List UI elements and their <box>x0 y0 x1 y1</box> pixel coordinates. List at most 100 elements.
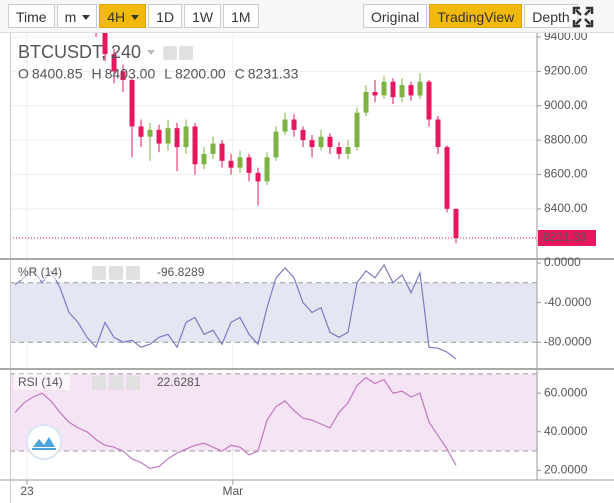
x-tick-label: Mar <box>222 484 243 498</box>
last-price-box <box>538 229 596 246</box>
interval-button[interactable]: Time <box>8 4 55 28</box>
indicator-line <box>14 263 457 360</box>
eye-icon <box>92 266 106 280</box>
interval-button[interactable]: 4H <box>99 4 147 28</box>
candle-body <box>192 126 198 165</box>
y-tick-label: -40.0000 <box>544 295 592 309</box>
candle-body <box>363 92 369 113</box>
candle-body <box>183 126 189 148</box>
view-button[interactable]: TradingView <box>429 4 523 28</box>
panel-marks <box>10 33 537 244</box>
candle-body <box>201 153 207 165</box>
view-group: Original TradingView Depth <box>363 4 580 28</box>
interval-button[interactable]: 1D <box>148 4 183 28</box>
candle-body <box>138 126 144 137</box>
interval-button[interactable]: 1M <box>223 4 259 28</box>
y-tick-label: 8400.00 <box>544 201 588 215</box>
y-tick-label: 9200.00 <box>544 64 588 78</box>
x-tick-label: 23 <box>20 484 34 498</box>
candle-body <box>255 172 261 182</box>
panel-marks <box>14 263 457 360</box>
y-tick-label: 8600.00 <box>544 167 588 181</box>
candle-body <box>129 79 135 127</box>
indicator-title: RSI (14) <box>18 375 63 389</box>
candle-body <box>174 128 180 148</box>
title-bg <box>14 264 70 280</box>
candle-body <box>426 81 432 120</box>
last-price-label: 8231.33 <box>543 230 587 244</box>
interval-button[interactable]: 1W <box>184 4 222 28</box>
chart: 23 Mar 8400.00 8600.00 8800.00 9000.00 9200.00… <box>0 33 614 503</box>
candle-body <box>264 157 270 182</box>
ohlc-value: 8200.00 <box>175 66 226 82</box>
candle-body <box>111 54 117 72</box>
title-dropdown <box>147 50 156 55</box>
ohlc-value: 8403.00 <box>105 66 156 82</box>
y-tick-label: 0.0000 <box>544 255 581 269</box>
ohlc-value: 8400.85 <box>32 66 83 82</box>
ohlc-key: C <box>235 66 245 82</box>
candle-body <box>318 136 324 148</box>
candle-body <box>372 92 378 96</box>
interval-group: Time m 4H 1D 1W 1M <box>8 4 261 28</box>
price-axis-bg <box>537 33 614 503</box>
candle-body <box>300 129 306 141</box>
candle-body <box>156 129 162 144</box>
candle-body <box>228 160 234 168</box>
y-tick-label: 40.0000 <box>544 424 588 438</box>
y-tick-label: 9400.00 <box>544 33 588 43</box>
candle-body <box>399 85 405 98</box>
candle-body <box>408 85 414 96</box>
view-button[interactable]: Depth <box>524 4 578 28</box>
indicator-line <box>14 376 457 470</box>
candle-body <box>336 147 342 154</box>
y-tick-label: 9000.00 <box>544 98 588 112</box>
candle-body <box>444 147 450 209</box>
view-button[interactable]: Original <box>363 4 428 28</box>
candle-body <box>120 71 126 80</box>
settings-icon <box>109 266 123 280</box>
candle-body <box>147 129 153 137</box>
candle-body <box>453 208 459 238</box>
candle-body <box>327 136 333 148</box>
candle-body <box>219 143 225 161</box>
indicator-value: -96.8289 <box>157 265 205 279</box>
ohlc-key: O <box>18 66 29 82</box>
candle-body <box>390 81 396 98</box>
candle-body <box>345 147 351 154</box>
y-tick-label: 20.0000 <box>544 463 588 477</box>
candle-body <box>165 128 171 144</box>
eye-icon <box>92 376 106 390</box>
title-bg <box>14 374 70 390</box>
candle-body <box>354 112 360 148</box>
fullscreen-button[interactable] <box>572 6 594 28</box>
settings-icon <box>179 46 194 60</box>
chart-title: BTCUSDT, 240 <box>18 42 141 62</box>
toolbar: Time m 4H 1D 1W 1M Original TradingView Depth <box>0 0 614 33</box>
candle-body <box>309 140 315 148</box>
candle-body <box>291 119 297 130</box>
candle-body <box>282 119 288 132</box>
ohlc-value: 8231.33 <box>248 66 299 82</box>
candle-body <box>381 81 387 96</box>
y-tick-label: 60.0000 <box>544 385 588 399</box>
candle-body <box>435 119 441 148</box>
close-icon <box>126 376 140 390</box>
candle-body <box>102 33 108 55</box>
watermark-logo <box>26 424 62 460</box>
candle-body <box>246 157 252 173</box>
indicator-title: %R (14) <box>18 265 62 279</box>
settings-icon <box>109 376 123 390</box>
ohlc-key: L <box>164 66 172 82</box>
candle-body <box>237 157 243 168</box>
interval-button[interactable]: m <box>56 4 98 28</box>
candle-body <box>417 81 423 96</box>
candle-body <box>210 143 216 154</box>
ohlc-key: H <box>92 66 102 82</box>
eye-icon <box>163 46 178 60</box>
level-band <box>10 282 537 343</box>
panel-marks <box>14 376 457 470</box>
indicator-value: 22.6281 <box>157 375 201 389</box>
y-tick-label: 8800.00 <box>544 132 588 146</box>
